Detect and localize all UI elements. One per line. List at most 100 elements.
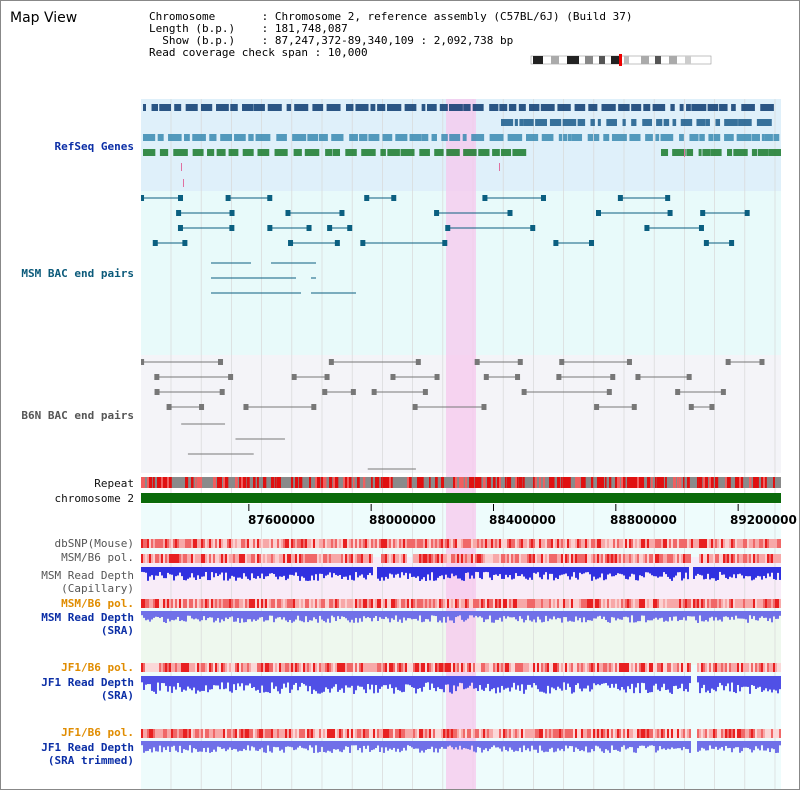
- gene-glyph: [143, 149, 156, 156]
- heat-cell: [191, 554, 193, 563]
- heat-cell: [207, 554, 209, 563]
- genome-map-canvas[interactable]: [141, 99, 781, 789]
- heat-cell: [253, 599, 255, 608]
- heat-cell: [197, 554, 199, 563]
- heat-cell: [533, 539, 535, 548]
- heat-cell: [609, 599, 611, 608]
- heat-cell: [155, 729, 157, 738]
- heat-cell: [347, 554, 349, 563]
- heat-cell: [759, 663, 761, 672]
- chromosome-ideogram[interactable]: [529, 54, 715, 66]
- heat-cell: [721, 663, 723, 672]
- heat-cell: [299, 554, 301, 563]
- heat-cell: [431, 663, 433, 672]
- heat-cell: [779, 729, 781, 738]
- depth-bar: [437, 676, 439, 688]
- heat-cell: [507, 599, 509, 608]
- depth-bar: [205, 741, 207, 753]
- depth-bar: [687, 741, 689, 750]
- heat-cell: [141, 554, 143, 563]
- heat-cell: [377, 663, 379, 672]
- heat-cell: [353, 554, 355, 563]
- depth-bar: [495, 611, 497, 620]
- heat-cell: [367, 554, 369, 563]
- heat-cell: [475, 663, 477, 672]
- heat-cell: [177, 729, 179, 738]
- heat-cell: [559, 729, 561, 738]
- heat-cell: [245, 729, 247, 738]
- depth-bar: [719, 611, 721, 620]
- depth-bar: [379, 567, 381, 581]
- depth-bar: [389, 676, 391, 685]
- depth-bar: [295, 676, 297, 683]
- heat-cell: [489, 554, 491, 563]
- heat-cell: [161, 663, 163, 672]
- heat-cell: [273, 554, 275, 563]
- heat-cell: [199, 539, 201, 548]
- heat-cell: [149, 554, 151, 563]
- heat-cell: [597, 554, 599, 563]
- depth-bar: [669, 676, 671, 693]
- heat-cell: [151, 539, 153, 548]
- depth-bar: [633, 611, 635, 623]
- heat-cell: [661, 539, 663, 548]
- heat-cell: [405, 729, 407, 738]
- heat-cell: [489, 599, 491, 608]
- heat-cell: [505, 599, 507, 608]
- heat-cell: [639, 663, 641, 672]
- depth-bar: [433, 567, 435, 581]
- heat-cell: [541, 663, 543, 672]
- bac-end-left: [482, 195, 488, 201]
- heat-cell: [215, 554, 217, 563]
- heat-cell: [453, 554, 455, 563]
- heat-cell: [423, 539, 425, 548]
- depth-bar: [265, 676, 267, 692]
- depth-bar: [751, 741, 753, 753]
- heat-cell: [655, 729, 657, 738]
- depth-bar: [481, 611, 483, 618]
- heat-cell: [729, 599, 731, 608]
- depth-bar: [213, 676, 215, 686]
- depth-bar: [451, 611, 453, 621]
- heat-cell: [477, 599, 479, 608]
- heat-cell: [359, 539, 361, 548]
- heat-cell: [381, 663, 383, 672]
- heat-cell: [475, 554, 477, 563]
- track-label-jf1-depth-trim-sub: (SRA trimmed): [47, 754, 134, 767]
- gene-glyph: [248, 134, 254, 141]
- heat-cell: [423, 599, 425, 608]
- heat-cell: [601, 729, 603, 738]
- heat-cell: [659, 554, 661, 563]
- gene-glyph: [404, 104, 417, 111]
- heat-cell: [533, 729, 535, 738]
- heat-cell: [737, 539, 739, 548]
- heat-cell: [301, 663, 303, 672]
- depth-bar: [677, 611, 679, 622]
- heat-cell: [199, 729, 201, 738]
- heat-cell: [405, 599, 407, 608]
- heat-cell: [657, 599, 659, 608]
- depth-bar: [271, 611, 273, 616]
- depth-bar: [581, 676, 583, 692]
- bac-end-left: [141, 195, 145, 201]
- depth-bar: [713, 611, 715, 621]
- repeat-mark: [329, 477, 333, 488]
- repeat-mark: [455, 477, 458, 488]
- depth-bar: [607, 567, 609, 575]
- depth-bar: [389, 611, 391, 623]
- depth-bar: [513, 676, 515, 683]
- heat-cell: [357, 663, 359, 672]
- heat-cell: [285, 539, 287, 548]
- heat-cell: [163, 539, 165, 548]
- gene-glyph: [672, 149, 686, 156]
- heat-cell: [219, 599, 221, 608]
- heat-cell: [297, 599, 299, 608]
- heat-cell: [545, 599, 547, 608]
- depth-bar: [399, 741, 401, 753]
- heat-cell: [331, 554, 333, 563]
- heat-cell: [461, 599, 463, 608]
- heat-cell: [607, 599, 609, 608]
- depth-bar: [427, 741, 429, 749]
- gene-glyph: [274, 149, 288, 156]
- repeat-mark: [199, 477, 203, 488]
